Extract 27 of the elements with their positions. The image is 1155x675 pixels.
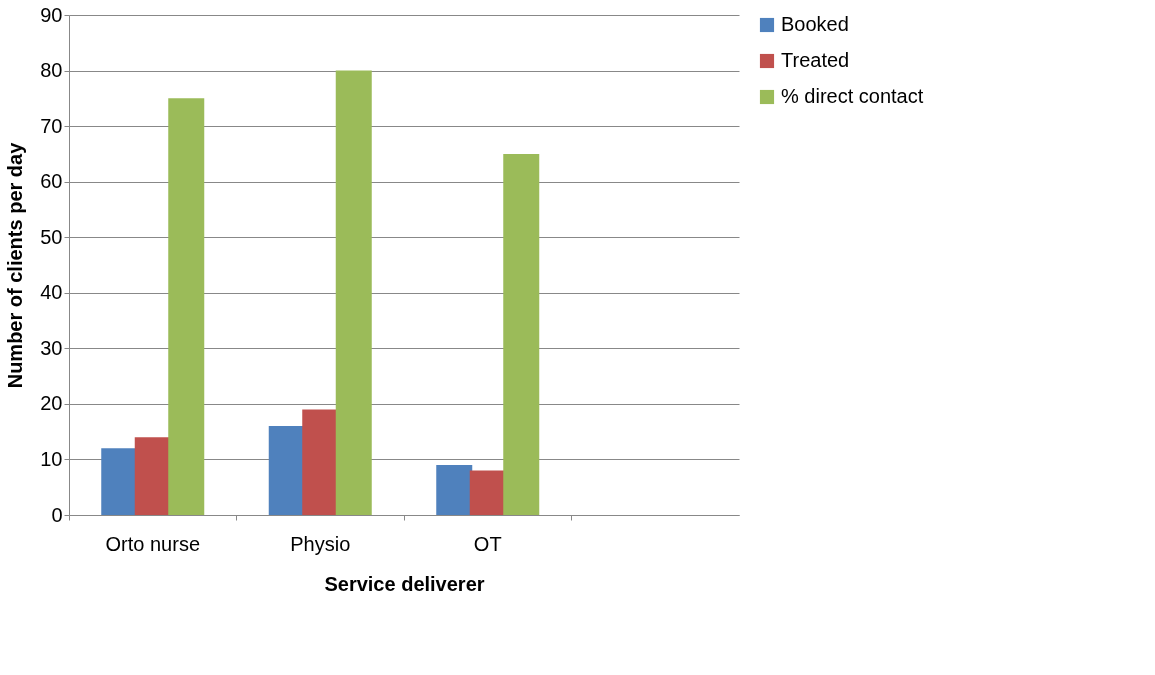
x-axis-title: Service deliverer	[324, 572, 485, 595]
y-tick-label: 0	[51, 503, 63, 526]
y-tick-label: 20	[40, 392, 63, 415]
y-tick-label: 50	[40, 225, 63, 248]
bar	[268, 426, 305, 515]
bar	[101, 448, 138, 515]
bar	[335, 70, 372, 515]
y-tick-label: 40	[40, 281, 63, 304]
y-tick-label: 30	[40, 336, 63, 359]
legend-label: Treated	[781, 49, 850, 71]
bar	[134, 437, 171, 515]
x-tick-label: OT	[473, 532, 502, 555]
bar	[436, 465, 473, 515]
y-axis-title: Number of clients per day	[4, 141, 27, 389]
x-tick-label: Physio	[290, 532, 351, 555]
y-tick-label: 60	[40, 170, 63, 193]
bar	[503, 153, 540, 515]
y-tick-label: 10	[40, 447, 63, 470]
bar	[469, 470, 506, 515]
y-tick-label: 80	[40, 59, 63, 82]
legend-label: % direct contact	[781, 85, 924, 107]
bar	[302, 409, 339, 515]
y-tick-label: 70	[40, 114, 63, 137]
bar	[168, 98, 205, 515]
x-tick-label: Orto nurse	[105, 532, 200, 555]
legend-label: Booked	[781, 13, 849, 35]
y-tick-label: 90	[40, 3, 63, 26]
